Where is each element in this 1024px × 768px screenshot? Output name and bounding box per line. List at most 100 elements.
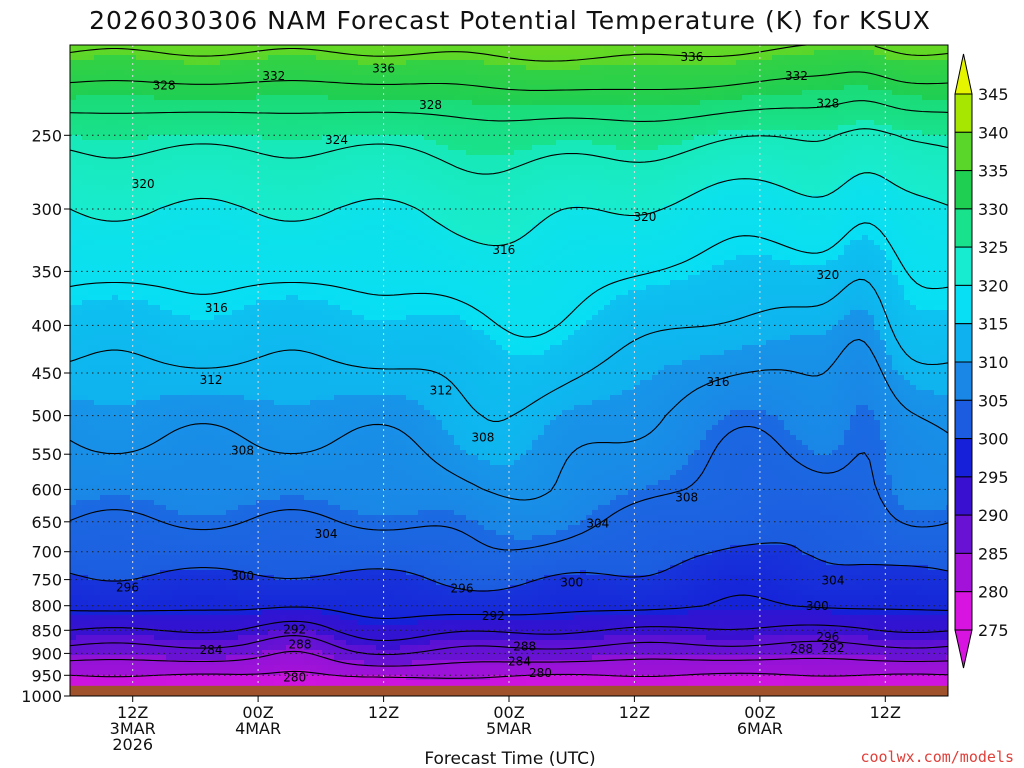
colorbar-label: 315 (978, 315, 1009, 334)
colorbar-swatch (955, 324, 972, 362)
colorbar-label: 280 (978, 583, 1009, 602)
credit-text: coolwx.com/models (860, 748, 1014, 766)
y-tick-label: 500 (31, 407, 62, 426)
contour-label: 320 (132, 177, 155, 191)
contour-label: 304 (586, 517, 609, 531)
contour-label: 280 (283, 670, 306, 684)
colorbar-swatch (955, 171, 972, 209)
contour-label: 288 (289, 637, 312, 651)
colorbar-label: 335 (978, 162, 1009, 181)
colorbar-swatch (955, 362, 972, 400)
contour-label: 328 (153, 78, 176, 92)
contour-label: 312 (200, 373, 223, 387)
contour-label: 332 (262, 69, 285, 83)
y-tick-label: 850 (31, 621, 62, 640)
colorbar-label: 310 (978, 353, 1009, 372)
colorbar-label: 325 (978, 238, 1009, 257)
y-tick-label: 350 (31, 262, 62, 281)
contour-label: 308 (471, 431, 494, 445)
contour-label: 300 (560, 575, 583, 589)
x-tick-label: 2026 (112, 735, 153, 754)
contour-label: 280 (529, 666, 552, 680)
y-tick-label: 250 (31, 126, 62, 145)
colorbar-swatch (955, 592, 972, 630)
contour-label: 288 (790, 642, 813, 656)
contour-label: 308 (231, 444, 254, 458)
pressure-axis: 250 300 350 400 450 500 550 600 650 700 750 800 850 9… (21, 126, 70, 706)
contour-label: 296 (451, 582, 474, 596)
contour-label: 292 (283, 622, 306, 636)
colorbar-swatch (955, 477, 972, 515)
colorbar-label: 305 (978, 391, 1009, 410)
contour-label: 316 (492, 243, 515, 257)
colorbar-swatch (955, 209, 972, 247)
y-tick-label: 950 (31, 666, 62, 685)
colorbar-label: 295 (978, 468, 1009, 487)
contour-label: 336 (680, 50, 703, 64)
contour-label: 316 (707, 375, 730, 389)
y-tick-label: 300 (31, 200, 62, 219)
contour-label: 328 (816, 96, 839, 110)
contour-label: 292 (482, 609, 505, 623)
colorbar-label: 320 (978, 276, 1009, 295)
y-tick-label: 550 (31, 445, 62, 464)
contour-label: 304 (822, 574, 845, 588)
contour-label: 304 (315, 527, 338, 541)
colorbar-label: 330 (978, 200, 1009, 219)
x-tick-label: 12Z (870, 703, 901, 722)
x-tick-label: 6MAR (737, 719, 783, 738)
contour-label: 288 (513, 640, 536, 654)
y-tick-label: 400 (31, 316, 62, 335)
y-tick-label: 600 (31, 480, 62, 499)
plot-area: 336 336 332 332 328 328 328 324 320 320 320 316 316 3… (70, 45, 953, 701)
contour-label: 300 (231, 569, 254, 583)
colorbar-swatch (955, 247, 972, 285)
x-axis-title: Forecast Time (UTC) (424, 749, 595, 768)
y-tick-label: 450 (31, 364, 62, 383)
contour-label: 336 (372, 62, 395, 76)
colorbar-label: 300 (978, 430, 1009, 449)
colorbar-swatch (955, 94, 972, 132)
colorbar: 345 340 335 330 325 320 315 310 305 300 295 290 285 2… (955, 54, 1009, 668)
y-tick-label: 650 (31, 513, 62, 532)
y-tick-label: 900 (31, 644, 62, 663)
contour-label: 284 (508, 654, 531, 668)
contour-label: 328 (419, 98, 442, 112)
contour-label: 320 (633, 210, 656, 224)
chart-title: 2026030306 NAM Forecast Potential Temper… (89, 6, 931, 35)
contour-label: 296 (116, 581, 139, 595)
colorbar-swatch (955, 132, 972, 170)
contour-label: 308 (675, 490, 698, 504)
contour-label: 332 (785, 69, 808, 83)
colorbar-label: 345 (978, 85, 1009, 104)
contour-label: 292 (822, 641, 845, 655)
y-tick-label: 800 (31, 597, 62, 616)
ground-surface (70, 686, 948, 696)
colorbar-swatch (955, 553, 972, 591)
colorbar-max-arrow (955, 54, 972, 94)
contour-label: 316 (205, 301, 228, 315)
potential-temperature-chart: 2026030306 NAM Forecast Potential Temper… (0, 0, 1024, 768)
colorbar-label: 285 (978, 544, 1009, 563)
colorbar-swatch (955, 400, 972, 438)
colorbar-swatch (955, 285, 972, 323)
colorbar-label: 340 (978, 123, 1009, 142)
colorbar-swatch (955, 439, 972, 477)
x-tick-label: 5MAR (486, 719, 532, 738)
colorbar-min-arrow (955, 630, 972, 668)
contour-label: 284 (200, 643, 223, 657)
contour-label: 300 (806, 599, 829, 613)
colorbar-label: 275 (978, 621, 1009, 640)
contour-label: 324 (325, 133, 348, 147)
x-tick-label: 4MAR (235, 719, 281, 738)
contour-label: 312 (430, 384, 453, 398)
x-tick-label: 12Z (368, 703, 399, 722)
colorbar-swatch (955, 515, 972, 553)
contour-label: 320 (816, 268, 839, 282)
y-tick-label: 1000 (21, 687, 62, 706)
y-tick-label: 700 (31, 543, 62, 562)
colorbar-label: 290 (978, 506, 1009, 525)
y-tick-label: 750 (31, 571, 62, 590)
x-tick-label: 12Z (619, 703, 650, 722)
